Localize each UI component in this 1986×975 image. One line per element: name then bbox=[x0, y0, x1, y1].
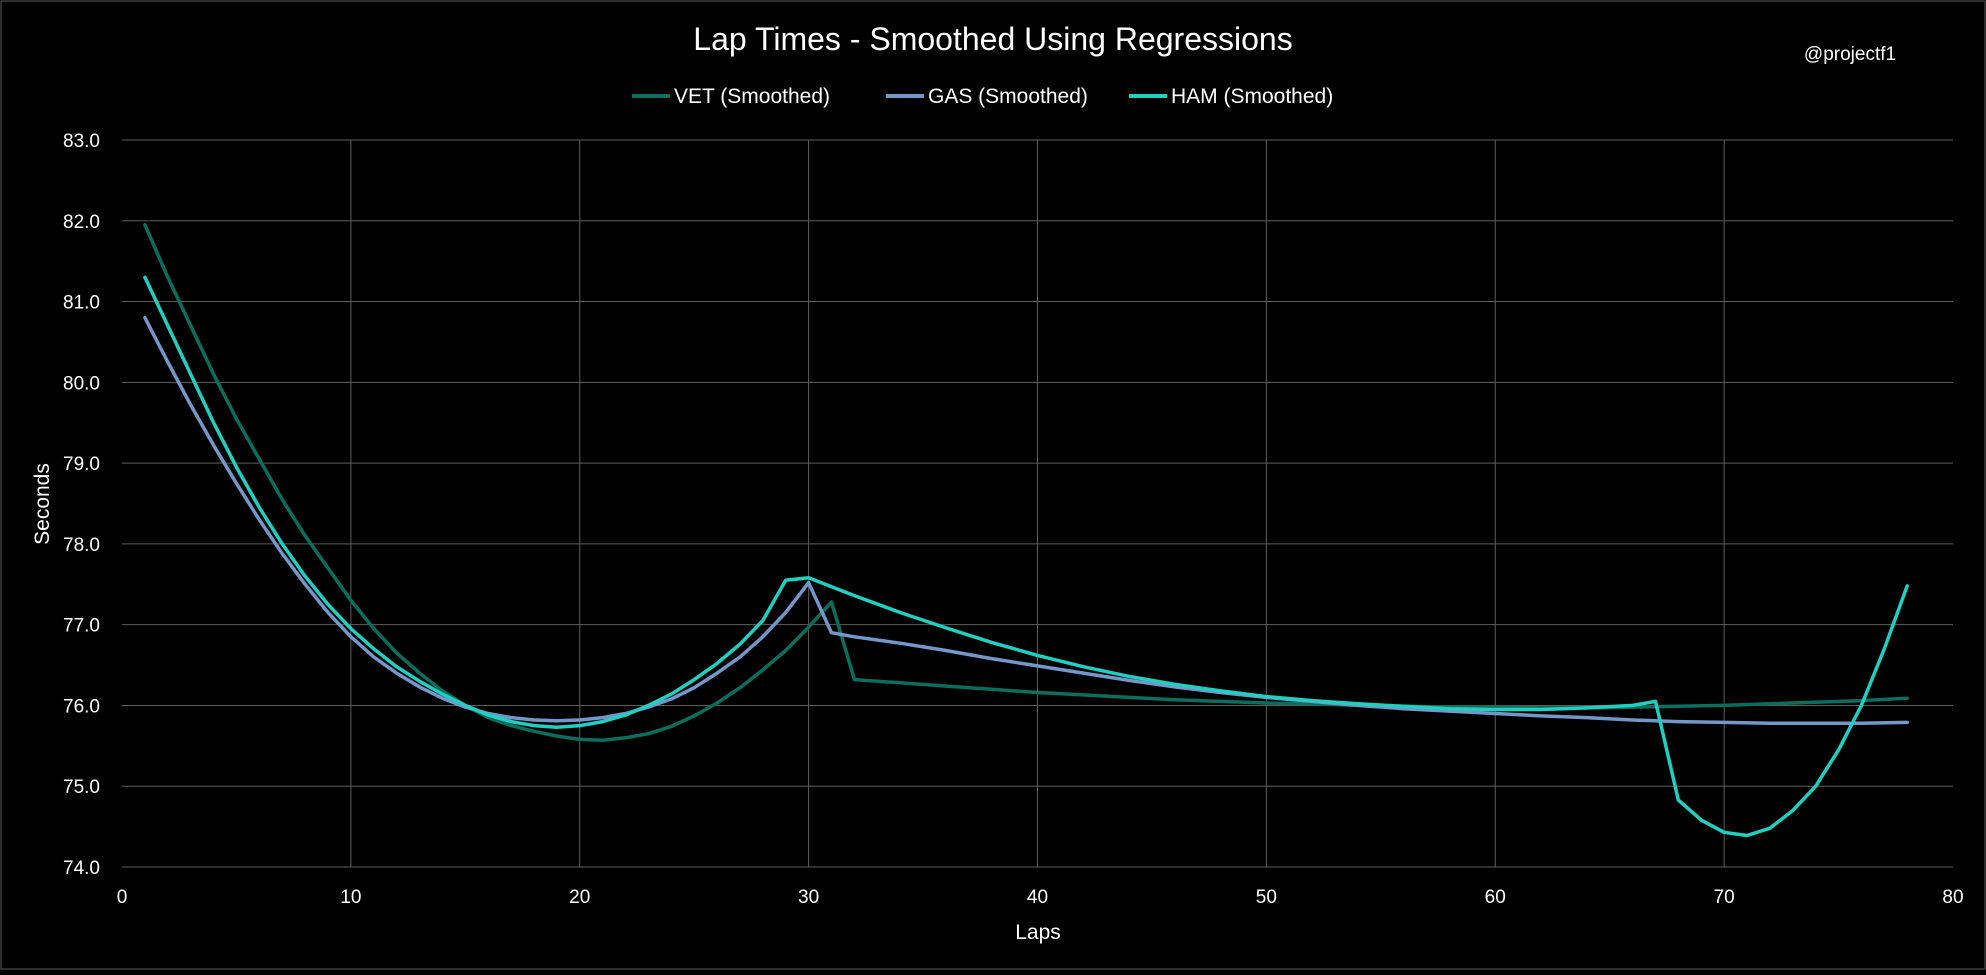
x-tick-label: 50 bbox=[1256, 887, 1277, 908]
watermark-text: @projectf1 bbox=[1804, 44, 1896, 65]
x-tick-label: 40 bbox=[1027, 887, 1048, 908]
x-tick-label: 30 bbox=[798, 887, 819, 908]
legend: VET (Smoothed) GAS (Smoothed) HAM (Smoothe… bbox=[632, 85, 1333, 108]
y-tick-label: 82.0 bbox=[63, 212, 100, 233]
legend-label: HAM (Smoothed) bbox=[1171, 85, 1333, 108]
x-tick-label: 60 bbox=[1485, 887, 1506, 908]
y-axis-ticks: 74.0 75.0 76.0 77.0 78.0 79.0 80.0 81.0 82.0 83.0 bbox=[63, 131, 100, 879]
y-tick-label: 81.0 bbox=[63, 293, 100, 314]
x-tick-label: 70 bbox=[1714, 887, 1735, 908]
y-tick-label: 77.0 bbox=[63, 616, 100, 637]
y-tick-label: 78.0 bbox=[63, 535, 100, 556]
y-tick-label: 80.0 bbox=[63, 373, 100, 394]
legend-label: VET (Smoothed) bbox=[674, 85, 830, 108]
x-tick-label: 80 bbox=[1942, 887, 1963, 908]
x-axis-ticks: 0 10 20 30 40 50 60 70 80 bbox=[117, 887, 1964, 908]
series-lines bbox=[143, 223, 1909, 838]
y-tick-label: 76.0 bbox=[63, 696, 100, 717]
x-tick-label: 20 bbox=[569, 887, 590, 908]
grid bbox=[122, 139, 1953, 868]
x-tick-label: 10 bbox=[340, 887, 361, 908]
legend-item: VET (Smoothed) bbox=[632, 85, 830, 108]
legend-item: GAS (Smoothed) bbox=[886, 85, 1088, 108]
y-tick-label: 75.0 bbox=[63, 777, 100, 798]
series-line-2 bbox=[143, 315, 1909, 725]
y-axis-label: Seconds bbox=[31, 463, 54, 545]
y-tick-label: 83.0 bbox=[63, 131, 100, 152]
chart-title: Lap Times - Smoothed Using Regressions bbox=[693, 21, 1292, 57]
y-tick-label: 74.0 bbox=[63, 858, 100, 879]
series-line-1 bbox=[143, 223, 1909, 742]
x-tick-label: 0 bbox=[117, 887, 128, 908]
x-axis-label: Laps bbox=[1015, 921, 1061, 944]
legend-item: HAM (Smoothed) bbox=[1129, 85, 1333, 108]
legend-label: GAS (Smoothed) bbox=[928, 85, 1088, 108]
series-line-3 bbox=[143, 275, 1909, 838]
y-tick-label: 79.0 bbox=[63, 454, 100, 475]
